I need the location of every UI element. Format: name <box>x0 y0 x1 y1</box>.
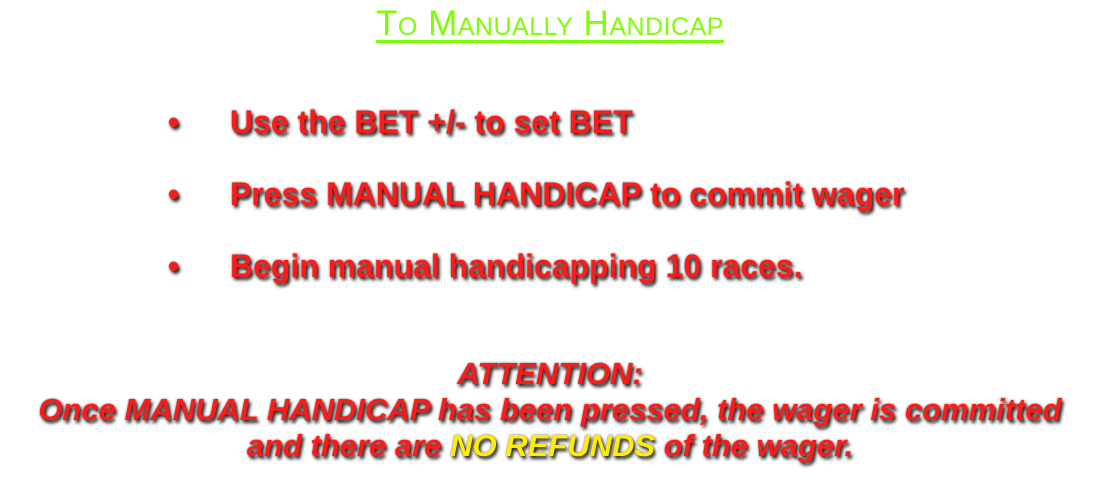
page-title: To Manually Handicap <box>0 4 1100 44</box>
instruction-text: Begin manual handicapping 10 races. <box>230 248 803 284</box>
instruction-item: • Begin manual handicapping 10 races. <box>0 244 1100 316</box>
attention-line-2-end: of the wager. <box>655 428 854 463</box>
bullet-icon: • <box>168 248 180 284</box>
attention-heading: ATTENTION: <box>457 356 643 391</box>
attention-line-2-start: and there are <box>246 428 451 463</box>
instruction-item: • Press MANUAL HANDICAP to commit wager <box>0 172 1100 244</box>
instruction-text: Press MANUAL HANDICAP to commit wager <box>230 176 905 212</box>
attention-line-1: Once MANUAL HANDICAP has been pressed, t… <box>38 392 1062 427</box>
page-title-text: To Manually Handicap <box>376 4 724 43</box>
bullet-icon: • <box>168 104 180 140</box>
no-refunds-highlight: NO REFUNDS <box>450 428 656 463</box>
instruction-text: Use the BET +/- to set BET <box>230 104 633 140</box>
instruction-list: • Use the BET +/- to set BET • Press MAN… <box>0 100 1100 316</box>
attention-notice: ATTENTION: Once MANUAL HANDICAP has been… <box>0 356 1100 464</box>
attention-line-2: and there are NO REFUNDS of the wager. <box>0 428 1100 464</box>
instruction-item: • Use the BET +/- to set BET <box>0 100 1100 172</box>
bullet-icon: • <box>168 176 180 212</box>
